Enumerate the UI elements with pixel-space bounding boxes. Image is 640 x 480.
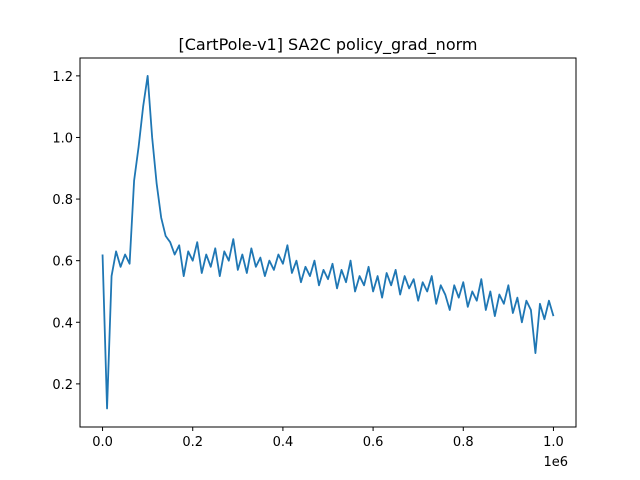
y-tick-label: 0.2 (52, 378, 73, 393)
x-offset-label: 1e6 (543, 455, 568, 470)
x-tick-label: 0.0 (92, 435, 113, 450)
x-tick-label: 0.2 (182, 435, 203, 450)
y-tick-label: 0.8 (52, 193, 73, 208)
y-tick-label: 0.4 (52, 316, 73, 331)
y-tick-label: 0.6 (52, 255, 73, 270)
x-tick-label: 0.4 (273, 435, 294, 450)
x-tick-label: 1.0 (543, 435, 564, 450)
y-tick-label: 1.0 (52, 131, 73, 146)
x-tick-label: 0.8 (453, 435, 474, 450)
axes-frame (79, 57, 577, 428)
chart-title: [CartPole-v1] SA2C policy_grad_norm (179, 35, 478, 55)
y-tick-label: 1.2 (52, 70, 73, 85)
x-tick-label: 0.6 (363, 435, 384, 450)
line (101, 74, 555, 410)
